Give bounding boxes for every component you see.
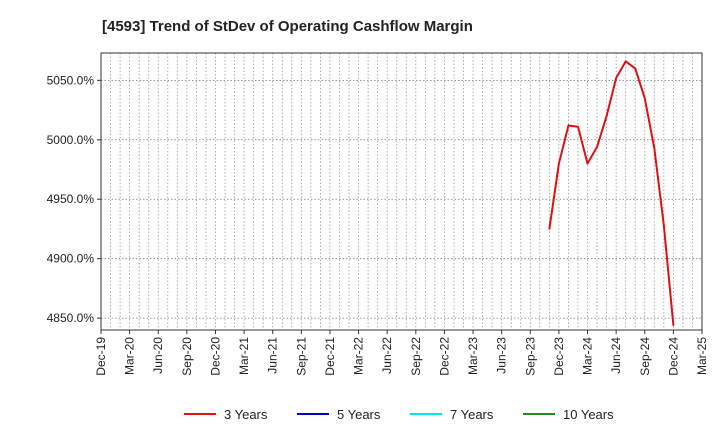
x-tick-label: Jun-20 [151,337,165,374]
data-point [624,60,627,63]
x-tick-label: Dec-23 [552,337,566,376]
x-tick-label: Mar-21 [237,337,251,375]
series-line-3-years [548,60,675,326]
y-tick-label: 4900.0% [47,252,95,266]
x-tick-label: Dec-22 [437,337,451,376]
x-tick-label: Jun-21 [266,337,280,374]
legend: 3 Years 5 Years 7 Years 10 Years [184,407,614,422]
data-point [548,228,551,230]
legend-label: 7 Years [450,407,494,422]
y-tick-label: 4850.0% [47,311,95,325]
data-point [605,115,608,117]
x-tick-label: Dec-19 [94,337,108,376]
x-tick-label: Mar-22 [352,337,366,375]
x-tick-label: Mar-20 [123,337,137,375]
data-point [586,162,589,165]
y-tick-label: 4950.0% [47,192,95,206]
legend-label: 3 Years [224,407,268,422]
y-tick-label: 5000.0% [47,133,95,147]
data-point [615,77,617,79]
data-point [653,147,656,149]
y-tick-label: 5050.0% [47,73,95,87]
plot-area [100,52,703,331]
x-tick-label: Sep-23 [523,337,537,376]
y-axis: 4850.0% 4900.0% 4950.0% 5000.0% 5050.0% [47,73,101,325]
data-point [643,97,646,99]
data-point [577,125,579,128]
data-point [634,67,637,70]
x-tick-label: Mar-25 [695,337,709,375]
x-tick-label: Jun-23 [495,337,509,374]
x-tick-label: Sep-21 [294,337,308,376]
data-point [663,224,665,227]
data-point [596,146,598,148]
x-tick-label: Jun-22 [380,337,394,374]
legend-label: 10 Years [563,407,614,422]
data-point [558,162,560,165]
x-tick-label: Dec-21 [323,337,337,376]
x-tick-label: Mar-24 [581,337,595,375]
x-tick-label: Mar-23 [466,337,480,375]
x-tick-label: Dec-20 [208,337,222,376]
x-tick-label: Sep-24 [638,337,652,376]
x-tick-label: Sep-22 [409,337,423,376]
data-point [672,324,675,327]
data-point [567,124,570,127]
legend-label: 5 Years [337,407,381,422]
gridlines [101,53,702,330]
x-tick-label: Dec-24 [666,337,680,376]
x-tick-label: Jun-24 [609,337,623,374]
x-axis: Dec-19 Mar-20 Jun-20 Sep-20 Dec-20 Mar-21 Jun-… [94,330,709,376]
chart-title: [4593] Trend of StDev of Operating Cashf… [102,18,473,35]
x-tick-label: Sep-20 [180,337,194,376]
series-lines [548,60,675,327]
